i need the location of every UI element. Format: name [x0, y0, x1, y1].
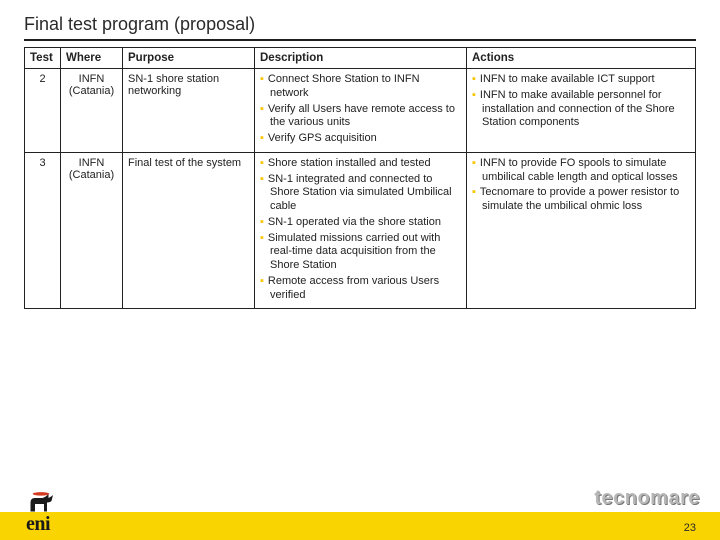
cell-where: INFN (Catania) — [61, 69, 123, 153]
table-header-row: Test Where Purpose Description Actions — [25, 48, 696, 69]
bullet-item: INFN to provide FO spools to simulate um… — [472, 157, 690, 185]
cell-description: Connect Shore Station to INFN networkVer… — [255, 69, 467, 153]
bullet-item: Remote access from various Users verifie… — [260, 275, 461, 303]
bullet-item: Simulated missions carried out with real… — [260, 232, 461, 273]
brand-eni: eni — [26, 492, 56, 536]
cell-test: 2 — [25, 69, 61, 153]
bullet-item: SN-1 integrated and connected to Shore S… — [260, 173, 461, 214]
table-row: 3 INFN (Catania) Final test of the syste… — [25, 152, 696, 309]
cell-actions: INFN to make available ICT support INFN t… — [467, 69, 696, 153]
slide-title: Final test program (proposal) — [24, 14, 696, 41]
bullet-item: INFN to make available personnel for ins… — [472, 89, 690, 130]
bullet-item: Verify all Users have remote access to t… — [260, 103, 461, 131]
cell-description: Shore station installed and tested SN-1 i… — [255, 152, 467, 309]
page-number: 23 — [684, 522, 696, 534]
bullet-item: Shore station installed and tested — [260, 157, 461, 171]
col-header-where: Where — [61, 48, 123, 69]
test-program-table: Test Where Purpose Description Actions 2… — [24, 47, 696, 309]
bullet-item: Verify GPS acquisition — [260, 132, 461, 146]
table-row: 2 INFN (Catania) SN-1 shore station netw… — [25, 69, 696, 153]
cell-purpose: Final test of the system — [123, 152, 255, 309]
footer-bar — [0, 512, 720, 540]
bullet-item: INFN to make available ICT support — [472, 73, 690, 87]
bullet-item: Tecnomare to provide a power resistor to… — [472, 186, 690, 214]
bullet-item: SN-1 operated via the shore station — [260, 216, 461, 230]
col-header-description: Description — [255, 48, 467, 69]
col-header-test: Test — [25, 48, 61, 69]
cell-actions: INFN to provide FO spools to simulate um… — [467, 152, 696, 309]
col-header-purpose: Purpose — [123, 48, 255, 69]
brand-tecnomare: tecnomare — [594, 487, 700, 510]
col-header-actions: Actions — [467, 48, 696, 69]
cell-test: 3 — [25, 152, 61, 309]
bullet-item: Connect Shore Station to INFN network — [260, 73, 461, 101]
cell-purpose: SN-1 shore station networking — [123, 69, 255, 153]
eni-wordmark: eni — [26, 513, 56, 536]
cell-where: INFN (Catania) — [61, 152, 123, 309]
